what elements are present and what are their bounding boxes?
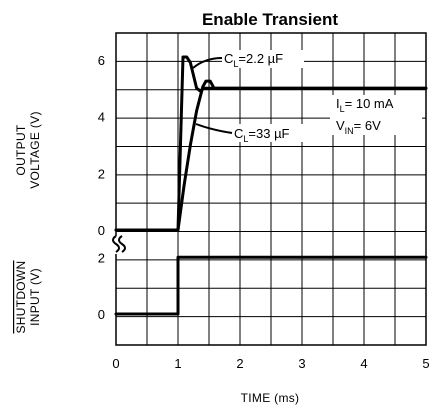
chart-title: Enable Transient	[202, 10, 338, 29]
grid-layer	[115, 32, 427, 346]
y-axis-labels: OUTPUTVOLTAGE (V) SHUTDOWNINPUT (V)	[14, 111, 42, 333]
leader-line-cl-33uf	[195, 123, 233, 134]
x-tick-label: 2	[236, 356, 243, 371]
label-background	[232, 124, 316, 142]
axis-break-mark	[118, 235, 126, 253]
x-tick-label: 1	[174, 356, 181, 371]
x-axis-label: TIME (ms)	[241, 391, 300, 405]
annotation-cl-33uf: CL=33 µF	[234, 126, 290, 144]
y-tick-label-output: 2	[98, 166, 105, 181]
tick-labels: 0 1 2 3 4 5 0 2 4 6 0 2	[98, 53, 430, 371]
x-tick-label: 0	[112, 356, 119, 371]
x-tick-label: 5	[422, 356, 429, 371]
y-tick-label-shutdown: 2	[98, 250, 105, 265]
annotation-load-current: IL= 10 mA	[336, 96, 394, 114]
x-tick-label: 3	[298, 356, 305, 371]
axis-break-mark	[112, 235, 120, 253]
trace-cl-33uf	[114, 79, 428, 232]
y-tick-label-output: 0	[98, 223, 105, 238]
y-axis-label-shutdown: SHUTDOWNINPUT (V)	[14, 260, 42, 333]
trace-shutdown-input	[114, 255, 428, 316]
annotation-cl-2p2uf: CL=2.2 µF	[224, 51, 283, 69]
annotation-layer: CL=2.2 µF CL=33 µF IL= 10 mA VIN= 6V	[110, 50, 422, 254]
plot-frame	[115, 32, 427, 346]
label-background	[222, 50, 304, 68]
x-tick-label: 4	[360, 356, 367, 371]
y-axis-label-output: OUTPUTVOLTAGE (V)	[14, 111, 42, 189]
leader-line-cl-2p2uf	[192, 57, 223, 69]
trace-layer	[114, 55, 428, 316]
label-background	[330, 95, 422, 135]
annotation-input-voltage: VIN= 6V	[336, 118, 381, 136]
y-tick-label-output: 6	[98, 53, 105, 68]
y-tick-label-output: 4	[98, 110, 105, 125]
trace-cl-2p2uf	[114, 55, 428, 232]
y-tick-label-shutdown: 0	[98, 307, 105, 322]
